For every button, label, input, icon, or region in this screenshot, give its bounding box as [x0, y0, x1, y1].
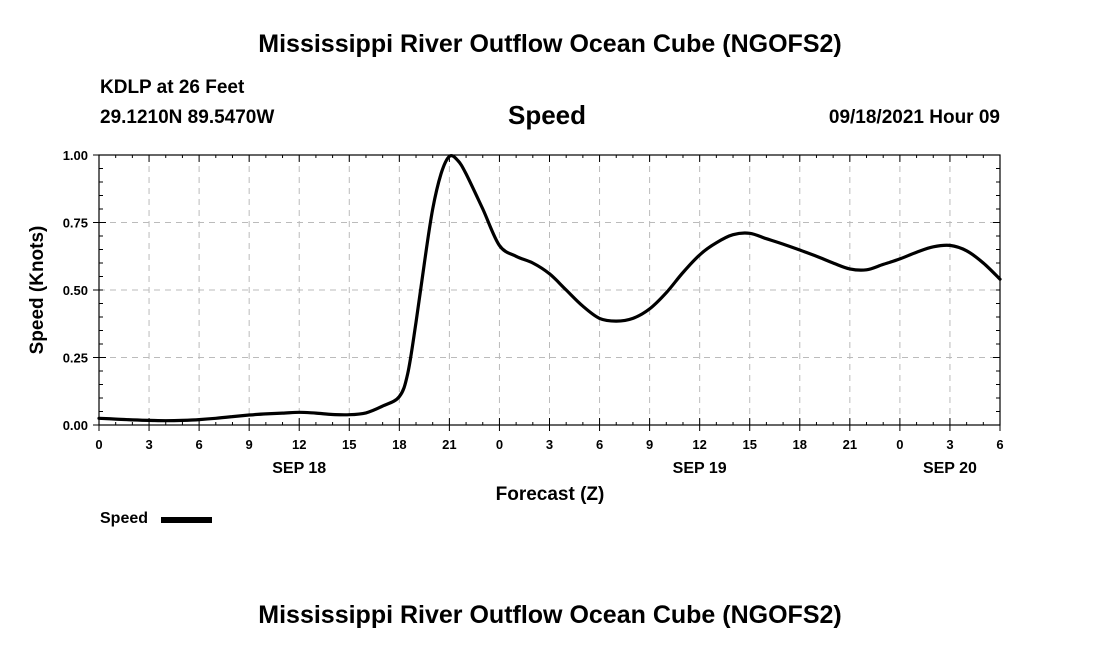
- footer-title: Mississippi River Outflow Ocean Cube (NG…: [258, 601, 842, 629]
- x-tick-label: 6: [195, 437, 202, 452]
- y-axis-label: Speed (Knots): [27, 226, 48, 355]
- x-tick-label: 12: [692, 437, 706, 452]
- date-label: SEP 18: [272, 460, 326, 477]
- chart-axes: [93, 154, 1001, 431]
- series-layer: [97, 154, 1002, 423]
- x-tick-label: 0: [95, 437, 102, 452]
- coordinates-label: 29.1210N 89.5470W: [100, 107, 275, 128]
- page-title: Mississippi River Outflow Ocean Cube (NG…: [258, 30, 842, 58]
- x-tick-label: 0: [496, 437, 503, 452]
- grid-lines: [99, 155, 1000, 425]
- x-tick-label: 3: [546, 437, 553, 452]
- series-line-speed: [97, 154, 1002, 423]
- chart-title: Speed: [508, 100, 587, 130]
- x-tick-label: 3: [145, 437, 152, 452]
- tick-labels: 0.00 0.25 0.50 0.75 1.00 0 3 6 9 12 15 18 21 0 3 6 9 12 15…: [63, 148, 1004, 477]
- date-label: SEP 19: [673, 460, 727, 477]
- y-tick-label: 0.50: [63, 283, 88, 298]
- x-tick-label: 9: [646, 437, 653, 452]
- x-tick-label: 21: [843, 437, 857, 452]
- legend-label: Speed: [100, 510, 149, 527]
- x-tick-label: 18: [793, 437, 807, 452]
- date-label: SEP 20: [923, 460, 977, 477]
- x-tick-label: 21: [442, 437, 456, 452]
- x-tick-label: 15: [342, 437, 356, 452]
- x-tick-label: 0: [896, 437, 903, 452]
- x-tick-label: 12: [292, 437, 306, 452]
- x-axis-label: Forecast (Z): [496, 484, 605, 505]
- legend-swatch: [161, 517, 212, 523]
- y-tick-label: 0.00: [63, 418, 88, 433]
- x-tick-label: 15: [742, 437, 756, 452]
- x-tick-label: 3: [946, 437, 953, 452]
- timestamp-label: 09/18/2021 Hour 09: [828, 107, 1000, 128]
- y-tick-label: 0.75: [63, 216, 88, 231]
- station-label: KDLP at 26 Feet: [100, 77, 245, 98]
- x-tick-label: 6: [596, 437, 603, 452]
- x-tick-label: 9: [246, 437, 253, 452]
- x-tick-label: 6: [996, 437, 1003, 452]
- y-tick-label: 0.25: [63, 351, 88, 366]
- x-tick-label: 18: [392, 437, 406, 452]
- y-tick-label: 1.00: [63, 148, 88, 163]
